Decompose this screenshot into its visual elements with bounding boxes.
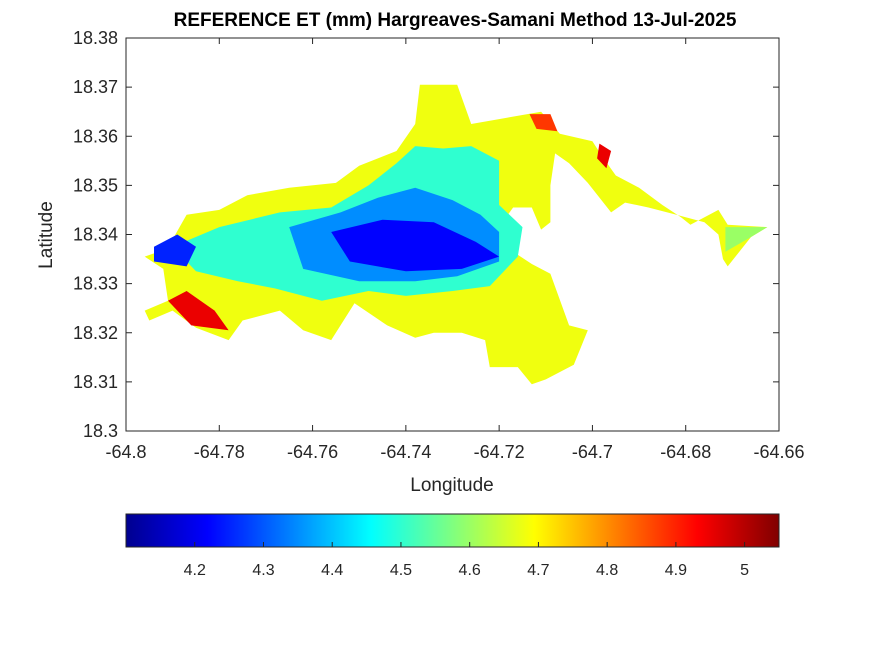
y-ticks: 18.3 18.31 18.32 18.33 18.34 18.35 18.36 18.37 1… — [73, 28, 779, 441]
y-tick-label: 18.35 — [73, 175, 118, 195]
y-tick-label: 18.32 — [73, 323, 118, 343]
colorbar-tick-label: 4.4 — [321, 562, 343, 579]
x-ticks: -64.8 -64.78 -64.76 -64.74 -64.72 -64.7 -64.68… — [105, 38, 805, 462]
x-tick-label: -64.74 — [380, 442, 431, 462]
colorbar-tick-label: 4.6 — [459, 562, 481, 579]
colorbar-tick-label: 4.8 — [596, 562, 618, 579]
x-tick-label: -64.76 — [287, 442, 338, 462]
heatmap-regions — [144, 84, 768, 385]
x-tick-label: -64.7 — [572, 442, 613, 462]
colorbar-tick-label: 4.7 — [527, 562, 549, 579]
colorbar-tick-label: 4.2 — [184, 562, 206, 579]
x-tick-label: -64.72 — [474, 442, 525, 462]
x-tick-label: -64.78 — [194, 442, 245, 462]
y-axis-label: Latitude — [36, 201, 57, 269]
y-tick-label: 18.31 — [73, 372, 118, 392]
colorbar-ticks: 4.2 4.3 4.4 4.5 4.6 4.7 4.8 4.9 5 — [184, 542, 749, 579]
colorbar: 4.2 4.3 4.4 4.5 4.6 4.7 4.8 4.9 5 — [125, 513, 780, 579]
x-tick-label: -64.68 — [660, 442, 711, 462]
heatmap-region-3 — [331, 219, 500, 272]
y-tick-label: 18.3 — [83, 421, 118, 441]
colorbar-tick-label: 4.5 — [390, 562, 412, 579]
chart-title: REFERENCE ET (mm) Hargreaves-Samani Meth… — [174, 10, 737, 31]
plot-area: -64.8 -64.78 -64.76 -64.74 -64.72 -64.7 -64.68… — [73, 28, 805, 462]
x-axis-label: Longitude — [410, 475, 493, 496]
colorbar-tick-label: 4.3 — [252, 562, 274, 579]
heatmap-region-7 — [597, 143, 612, 169]
x-tick-label: -64.8 — [105, 442, 146, 462]
y-tick-label: 18.33 — [73, 274, 118, 294]
y-tick-label: 18.37 — [73, 77, 118, 97]
colorbar-tick-label: 4.9 — [665, 562, 687, 579]
x-tick-label: -64.66 — [753, 442, 804, 462]
colorbar-tick-label: 5 — [740, 562, 749, 579]
y-tick-label: 18.38 — [73, 28, 118, 48]
heatmap-region-4 — [154, 234, 196, 267]
heatmap-region-6 — [529, 114, 558, 132]
heatmap-region-5 — [168, 291, 229, 331]
y-tick-label: 18.34 — [73, 225, 118, 245]
y-tick-label: 18.36 — [73, 126, 118, 146]
heatmap-region-8 — [725, 227, 768, 252]
colorbar-gradient — [125, 513, 780, 548]
